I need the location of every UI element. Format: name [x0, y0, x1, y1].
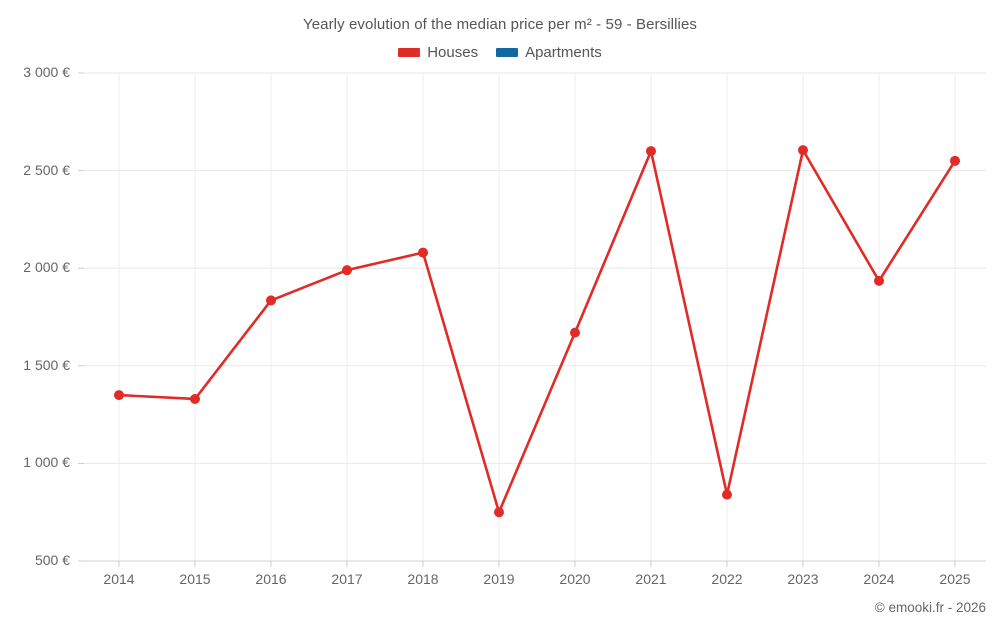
data-point-houses[interactable]	[646, 146, 656, 157]
x-axis-tick-label: 2020	[559, 571, 591, 587]
x-axis-tick-label: 2014	[103, 571, 135, 587]
x-gridlines	[118, 73, 956, 567]
x-axis-tick-label: 2019	[483, 571, 515, 587]
y-axis-tick-label: 500 €	[34, 552, 70, 568]
x-axis-tick-label: 2017	[331, 571, 363, 587]
y-axis-tick-label: 1 500 €	[23, 356, 70, 373]
data-point-houses[interactable]	[570, 327, 580, 338]
data-point-houses[interactable]	[342, 265, 352, 276]
data-point-houses[interactable]	[190, 393, 200, 404]
legend-swatch-houses	[398, 48, 421, 57]
data-point-houses[interactable]	[798, 145, 808, 156]
data-point-houses[interactable]	[114, 390, 124, 401]
gridlines	[78, 72, 986, 562]
data-series-layer	[114, 145, 960, 518]
x-axis-tick-label: 2018	[407, 571, 439, 587]
x-axis-tick-label: 2021	[635, 571, 667, 587]
y-axis-tick-label: 1 000 €	[23, 454, 70, 471]
x-axis-tick-label: 2022	[711, 571, 743, 587]
footer-credit: © emooki.fr - 2026	[874, 600, 986, 615]
x-axis-tick-label: 2016	[255, 571, 287, 587]
data-point-houses[interactable]	[418, 247, 428, 258]
x-axis-tick-label: 2023	[787, 571, 819, 587]
x-axis-tick-label: 2025	[939, 571, 971, 587]
legend-label-houses: Houses	[427, 44, 479, 61]
chart-legend: Houses Apartments	[0, 44, 1000, 61]
y-axis-tick-label: 2 500 €	[23, 161, 70, 178]
x-axis-tick-label: 2015	[179, 571, 211, 587]
legend-item-houses[interactable]: Houses	[398, 44, 478, 61]
data-point-houses[interactable]	[874, 275, 884, 286]
y-axis-tick-label: 2 000 €	[23, 259, 70, 276]
chart-title: Yearly evolution of the median price per…	[302, 16, 698, 33]
y-axis-tick-label: 3 000 €	[23, 64, 70, 80]
data-point-houses[interactable]	[266, 295, 276, 306]
data-point-houses[interactable]	[494, 507, 504, 518]
x-axis-tick-label: 2024	[863, 571, 895, 587]
legend-label-apartments: Apartments	[525, 44, 602, 61]
legend-swatch-apartments	[496, 48, 519, 57]
legend-item-apartments[interactable]: Apartments	[496, 44, 602, 61]
series-line-houses	[117, 148, 957, 514]
data-point-houses[interactable]	[722, 489, 732, 500]
data-point-houses[interactable]	[950, 155, 960, 166]
